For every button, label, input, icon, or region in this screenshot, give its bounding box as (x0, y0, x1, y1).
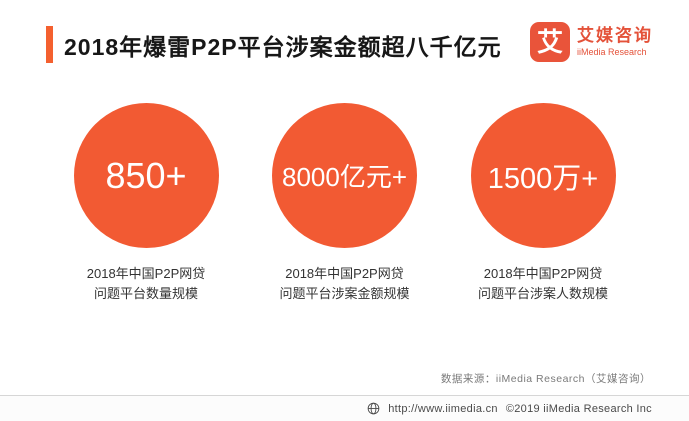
kpi-circle-involved-people: 1500万+ (470, 103, 616, 248)
logo-name-en: iiMedia Research (577, 46, 647, 57)
kpi-label-line2: 问题平台数量规模 (93, 286, 198, 302)
kpi-value: 850+ (105, 154, 187, 196)
kpi-circles-row: 850+ 2018年中国P2P网贷 问题平台数量规模 8000亿元+ 2018年… (0, 103, 689, 304)
logo-name-cn: 艾媒咨询 (577, 26, 653, 46)
kpi-circle-platform-count: 850+ (73, 103, 219, 248)
header: 2018年爆雷P2P平台涉案金额超八千亿元 艾 艾媒咨询 iiMedia Res… (0, 0, 689, 63)
kpi-involved-people: 1500万+ 2018年中国P2P网贷 问题平台涉案人数规模 (447, 103, 639, 304)
logo-text: 艾媒咨询 iiMedia Research (577, 26, 653, 57)
data-source-note: 数据来源：iiMedia Research（艾媒咨询） (440, 373, 651, 385)
footer-bar: http://www.iimedia.cn ©2019 iiMedia Rese… (0, 395, 689, 421)
globe-icon (367, 402, 380, 415)
kpi-label-line1: 2018年中国P2P网贷 (86, 266, 206, 281)
kpi-circle-involved-amount: 8000亿元+ (272, 103, 417, 248)
kpi-label-line1: 2018年中国P2P网贷 (483, 266, 603, 281)
kpi-label-line1: 2018年中国P2P网贷 (285, 266, 404, 281)
kpi-label: 2018年中国P2P网贷 问题平台涉案金额规模 (279, 264, 409, 304)
kpi-label: 2018年中国P2P网贷 问题平台涉案人数规模 (478, 264, 608, 304)
title-row: 2018年爆雷P2P平台涉案金额超八千亿元 (46, 26, 502, 63)
title-accent-bar (46, 26, 53, 63)
kpi-involved-amount: 8000亿元+ 2018年中国P2P网贷 问题平台涉案金额规模 (249, 103, 441, 304)
kpi-platform-count: 850+ 2018年中国P2P网贷 问题平台数量规模 (50, 103, 242, 304)
footer-url: http://www.iimedia.cn (388, 402, 498, 415)
kpi-value: 1500万+ (487, 162, 599, 195)
iimedia-logo-icon: 艾 (530, 22, 570, 62)
kpi-label-line2: 问题平台涉案人数规模 (477, 286, 608, 302)
iimedia-logo: 艾 艾媒咨询 iiMedia Research (530, 22, 653, 62)
kpi-label: 2018年中国P2P网贷 问题平台数量规模 (87, 264, 206, 304)
kpi-value: 8000亿元+ (281, 162, 408, 192)
page-title: 2018年爆雷P2P平台涉案金额超八千亿元 (64, 33, 502, 60)
kpi-label-line2: 问题平台涉案金额规模 (279, 286, 410, 302)
logo-glyph: 艾 (536, 27, 563, 57)
footer-copyright: ©2019 iiMedia Research Inc (505, 402, 652, 415)
